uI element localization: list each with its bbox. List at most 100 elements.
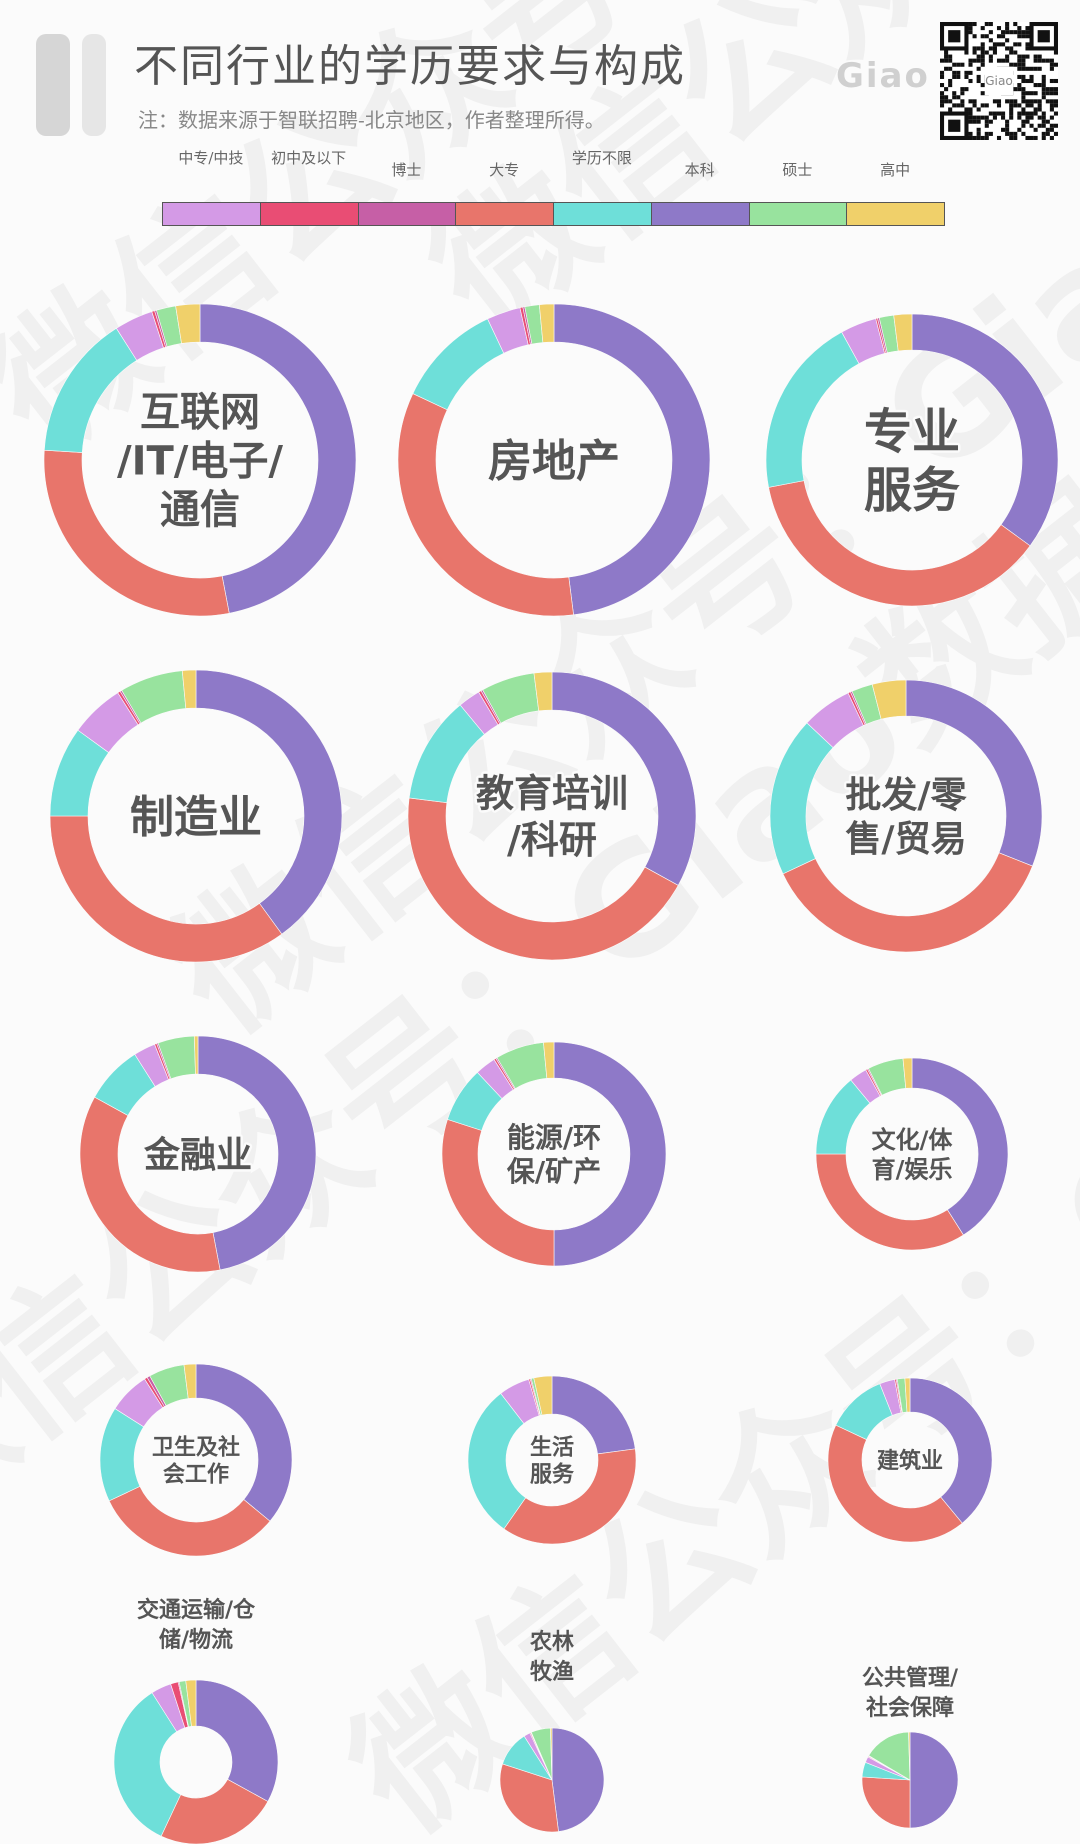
donut-chart: 制造业 [49,669,343,963]
donut-slice [108,1486,271,1557]
brand-logo: Giao [836,56,930,96]
donut-slice [193,1035,199,1075]
legend-label: 中专/中技 [178,149,244,167]
donut-slice [533,1375,553,1416]
donut-slice [551,1727,605,1832]
donut-label: 房地产 [488,436,620,487]
donut-slice [815,1153,964,1251]
donut-slice [911,1057,1009,1236]
donut-chart: 批发/零售/贸易 [769,679,1043,953]
donut-slice [195,1363,293,1522]
donut-slice [181,669,197,709]
donut-slice [553,1041,667,1267]
donut-slice [827,1424,963,1543]
header-accent-bar [82,34,106,136]
donut-chart: 生活服务 [467,1375,637,1545]
legend-swatch [650,202,750,226]
donut-label: 卫生及社会工作 [152,1435,240,1488]
donut-chart: 能源/环保/矿产 [441,1041,667,1267]
donut-slice [499,1763,559,1833]
donut-slice [765,331,860,488]
legend-swatch [553,202,652,226]
donut-slice [49,815,283,963]
donut-chart: 专业服务 [765,313,1059,607]
donut-slice [195,1679,279,1802]
donut-slice [782,852,1033,953]
legend-label: 高中 [880,161,911,179]
donut-chart: 建筑业 [827,1377,993,1543]
donut-slice [199,303,357,614]
donut-slice [160,1778,269,1844]
donut-slice [553,303,711,616]
donut-label: 教育培训/科研 [476,772,628,862]
legend: 中专/中技 初中及以下博士 大专 学历不限本科 硕士 高中 [162,148,945,230]
donut-slice [902,1057,913,1089]
qr-code-image: Giao [940,22,1058,140]
donut-label: 能源/环保/矿产 [507,1121,601,1188]
donut-slice [79,1096,221,1273]
donut-slice [538,303,555,343]
donut-slice [911,313,1059,547]
donut-slice [175,303,201,344]
donut-label: 农林 牧渔 [529,1630,574,1685]
donut-slice [543,1041,555,1079]
donut-slice [768,480,1031,607]
donut-label: 金融业 [143,1134,252,1176]
donut-slice [769,722,834,875]
donut-chart [861,1731,959,1829]
header-accent-bar [36,34,70,136]
donut-chart: 房地产 [397,303,711,617]
legend-label: 大专 [489,161,520,179]
legend-swatch [455,202,554,226]
donut-slice [195,669,343,935]
donut-slice [412,318,505,411]
donut-chart: 文化/体育/娱乐 [815,1057,1009,1251]
donut-label: 互联网/IT/电子/通信 [117,390,283,534]
donut-slice [397,393,574,617]
donut-slice [183,1363,197,1399]
donut-slice [533,671,553,712]
donut-slice [467,1393,527,1530]
legend-label: 初中及以下 [271,149,347,167]
legend-swatch [259,202,359,226]
donut-slice [908,1731,911,1781]
donut-chart: 卫生及社会工作 [99,1363,293,1557]
donut-slice [185,1679,197,1727]
donut-slice [503,1448,637,1545]
page-note: 注：数据来源于智联招聘-北京地区，作者整理所得。 [138,108,605,132]
donut-slice [43,327,138,453]
donut-label: 建筑业 [877,1448,943,1474]
legend-swatch [846,202,945,226]
donut-slice [113,1692,182,1837]
legend-label: 本科 [684,161,715,179]
donut-chart [113,1679,279,1844]
donut-slice [550,1727,553,1781]
donut-label: 批发/零售/贸易 [845,775,967,860]
donut-chart: 互联网/IT/电子/通信 [43,303,357,617]
donut-slice [871,679,907,720]
legend-label: 博士 [391,161,422,179]
donut-slice [909,1731,959,1829]
donut-label: 文化/体育/娱乐 [872,1126,954,1183]
donut-slice [904,1377,911,1413]
donut-label: 公共管理/社会保障 [861,1666,959,1721]
legend-label: 硕士 [782,161,813,179]
legend-swatch [162,202,261,226]
legend-swatch [748,202,848,226]
donut-slice [893,313,913,352]
donut-slice [909,1377,993,1524]
donut-slice [861,1776,911,1829]
donut-chart: 教育培训/科研 [407,671,697,961]
donut-label: 专业服务 [864,404,960,519]
legend-label: 学历不限 [571,149,632,167]
donut-slice [868,1731,911,1781]
donut-slice [407,797,679,961]
donut-slice [197,1035,317,1271]
donut-chart: 金融业 [79,1035,317,1273]
page-title: 不同行业的学历要求与构成 [134,41,686,92]
donut-label: 生活服务 [530,1436,575,1488]
svg-text:Giao: Giao [985,74,1013,88]
donut-chart [499,1727,605,1833]
donut-label: 制造业 [130,792,262,843]
